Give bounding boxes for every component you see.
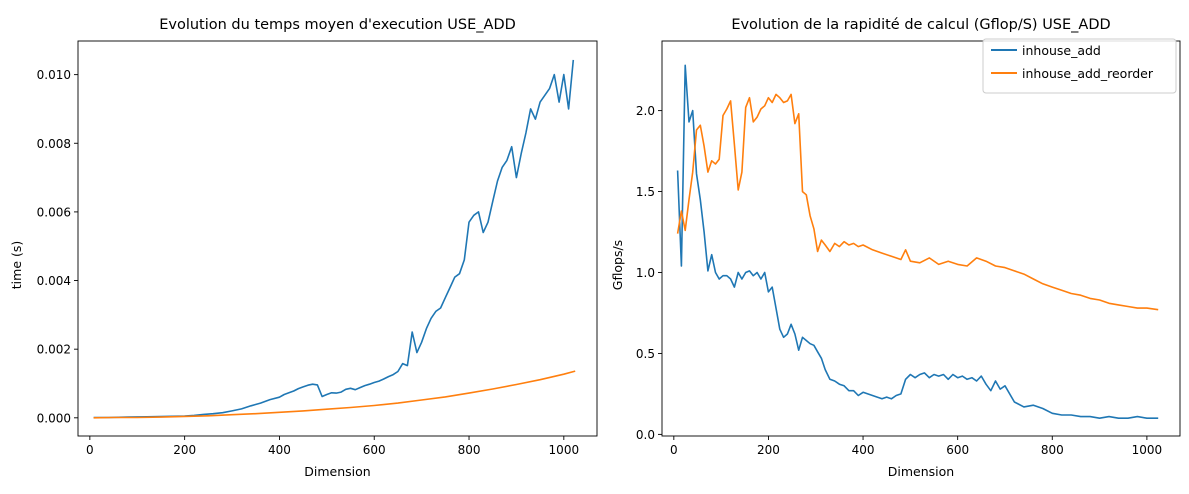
time-chart-ytick-label: 0.002 <box>37 343 71 357</box>
gflops-chart-line-inhouse-add-reorder <box>676 93 1159 311</box>
gflops-chart-xtick-label: 400 <box>852 443 875 457</box>
gflops-chart-line-inhouse-add <box>676 64 1159 420</box>
time-chart-xtick-label: 600 <box>363 443 386 457</box>
legend-label-inhouse-add-reorder: inhouse_add_reorder <box>1022 66 1154 81</box>
gflops-chart-xtick-label: 200 <box>757 443 780 457</box>
time-chart-line-series-0 <box>93 59 575 419</box>
time-chart-xtick-label: 200 <box>173 443 196 457</box>
gflops-chart-title: Evolution de la rapidité de calcul (Gflo… <box>731 17 1110 33</box>
gflops-chart-xtick-label: 800 <box>1041 443 1064 457</box>
time-chart-frame <box>77 40 598 437</box>
time-chart-ytick-label: 0.000 <box>37 411 71 425</box>
legend-label-inhouse-add: inhouse_add <box>1022 43 1101 58</box>
time-chart-xtick-label: 0 <box>86 443 94 457</box>
gflops-chart-ylabel: Gflops/s <box>610 240 625 290</box>
time-chart-title: Evolution du temps moyen d'execution USE… <box>159 17 516 33</box>
time-chart-ytick-label: 0.006 <box>37 205 71 219</box>
time-chart-ticks: 0 200 400 600 800 1000 0.000 0.002 0.004 0.006 0.0… <box>37 68 579 457</box>
time-chart-xtick-label: 400 <box>268 443 291 457</box>
time-chart-ytick-label: 0.004 <box>37 274 71 288</box>
time-chart-line-series-1 <box>93 370 576 419</box>
gflops-chart-xtick-label: 0 <box>670 443 678 457</box>
time-chart-xtick-label: 800 <box>458 443 481 457</box>
gflops-chart-ticks: 0 200 400 600 800 1000 0.0 0.5 1.0 1.5 2.0 <box>636 104 1162 457</box>
gflops-chart: Evolution de la rapidité de calcul (Gflo… <box>610 17 1181 479</box>
gflops-chart-xtick-label: 600 <box>946 443 969 457</box>
legend-box <box>982 38 1177 94</box>
time-chart-ytick-label: 0.010 <box>37 68 71 82</box>
time-chart-xtick-label: 1000 <box>549 443 580 457</box>
time-chart-ytick-label: 0.008 <box>37 137 71 151</box>
gflops-chart-ytick-label: 2.0 <box>636 104 655 118</box>
legend: inhouse_add inhouse_add_reorder <box>982 38 1177 94</box>
time-chart-xlabel: Dimension <box>304 464 370 479</box>
time-chart-ylabel: time (s) <box>9 241 24 289</box>
gflops-chart-ytick-label: 1.5 <box>636 185 655 199</box>
gflops-chart-plot-area <box>676 64 1159 420</box>
time-chart: Evolution du temps moyen d'execution USE… <box>9 17 598 479</box>
gflops-chart-frame <box>661 40 1181 437</box>
gflops-chart-ytick-label: 1.0 <box>636 266 655 280</box>
gflops-chart-ytick-label: 0.0 <box>636 428 655 442</box>
time-chart-plot-area <box>93 59 576 419</box>
gflops-chart-ytick-label: 0.5 <box>636 347 655 361</box>
gflops-chart-xtick-label: 1000 <box>1132 443 1163 457</box>
gflops-chart-xlabel: Dimension <box>888 464 954 479</box>
